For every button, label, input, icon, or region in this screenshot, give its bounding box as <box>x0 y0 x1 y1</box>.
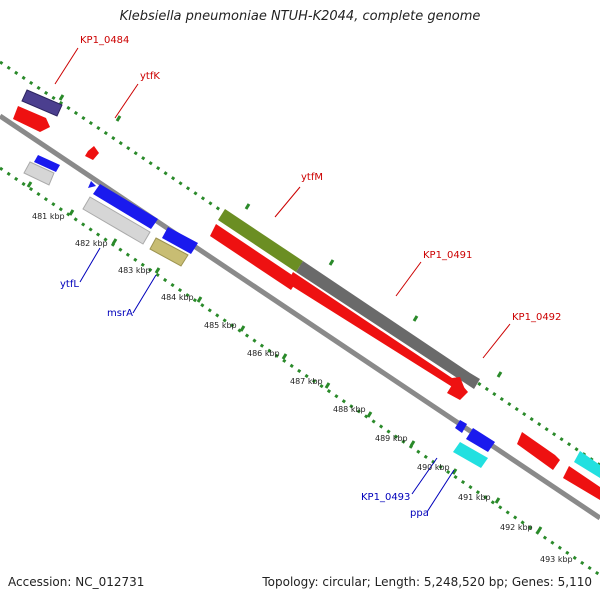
gene-blue-e[interactable] <box>466 428 495 452</box>
ruler-tick-marks <box>26 181 543 533</box>
gene-red-c[interactable] <box>563 466 600 500</box>
reverse-genes[interactable] <box>23 155 495 468</box>
gene-blue-tiny[interactable] <box>88 181 96 188</box>
forward-genes[interactable] <box>13 89 600 500</box>
label-kp1-0484[interactable]: KP1_0484 <box>80 35 129 46</box>
label-kp1-0493[interactable]: KP1_0493 <box>361 492 410 503</box>
tick-label: 491 kbp <box>458 493 491 502</box>
accession-text: Accession: NC_012731 <box>8 575 145 589</box>
tick-label: 486 kbp <box>247 349 280 358</box>
label-kp1-0492[interactable]: KP1_0492 <box>512 312 561 323</box>
tick-label: 483 kbp <box>118 266 151 275</box>
tick-label: 482 kbp <box>75 239 108 248</box>
gene-blue-c[interactable] <box>162 227 198 254</box>
tick-label: 488 kbp <box>333 405 366 414</box>
label-ytfk[interactable]: ytfK <box>140 71 160 82</box>
label-ytfl[interactable]: ytfL <box>60 279 79 290</box>
ruler-track-dots <box>0 166 600 577</box>
gene-kp1-0484[interactable] <box>21 89 63 117</box>
gene-red-long-1[interactable] <box>210 224 298 290</box>
gene-red-long-2[interactable] <box>287 272 466 395</box>
gene-ytfk[interactable] <box>85 146 99 160</box>
gene-msra[interactable] <box>149 237 189 267</box>
gene-grey-long[interactable] <box>296 261 480 389</box>
label-ytfm[interactable]: ytfM <box>301 172 323 183</box>
gene-cyan-b[interactable] <box>574 451 600 478</box>
gene-blue-a[interactable] <box>34 155 60 172</box>
tick-label: 487 kbp <box>290 377 323 386</box>
gene-ppa[interactable] <box>453 442 488 468</box>
genome-backbone <box>0 113 600 521</box>
gene-red-small[interactable] <box>447 385 468 400</box>
tick-label: 489 kbp <box>375 434 408 443</box>
genome-summary-text: Topology: circular; Length: 5,248,520 bp… <box>262 575 592 589</box>
label-ppa[interactable]: ppa <box>410 508 429 519</box>
outer-tick-marks <box>58 94 503 378</box>
gene-blue-d[interactable] <box>455 420 467 433</box>
gene-red-a[interactable] <box>13 106 50 132</box>
label-msra[interactable]: msrA <box>107 308 133 319</box>
tick-label: 484 kbp <box>161 293 194 302</box>
gene-red-b[interactable] <box>517 432 560 470</box>
gene-ytfl-grey[interactable] <box>82 196 151 245</box>
gene-blue-b[interactable] <box>93 184 158 229</box>
genome-title: Klebsiella pneumoniae NTUH-K2044, comple… <box>119 9 481 24</box>
tick-label: 481 kbp <box>32 212 65 221</box>
tick-label: 485 kbp <box>204 321 237 330</box>
leader-lines <box>54 47 511 513</box>
gene-grey-a[interactable] <box>23 161 55 186</box>
label-kp1-0491[interactable]: KP1_0491 <box>423 250 472 261</box>
tick-label: 493 kbp <box>540 555 573 564</box>
tick-label: 490 kbp <box>417 463 450 472</box>
gene-ytfm[interactable] <box>218 209 303 272</box>
tick-label: 492 kbp <box>500 523 533 532</box>
